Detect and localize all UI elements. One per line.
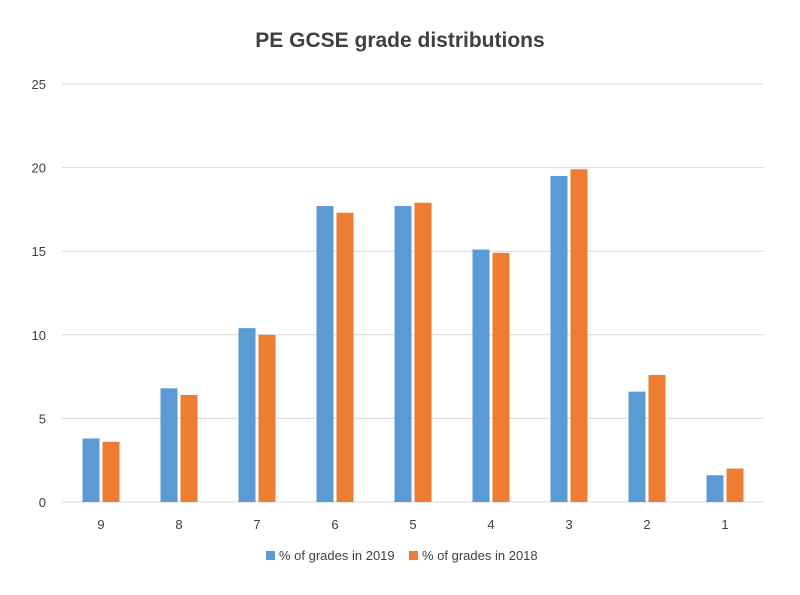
bar-series1-grade-6 — [316, 206, 334, 502]
legend-swatch — [409, 551, 418, 560]
bar-series1-grade-1 — [706, 475, 724, 502]
x-tick-label: 2 — [643, 517, 650, 532]
bar-series2-grade-6 — [336, 212, 354, 502]
bar-series2-grade-5 — [414, 202, 432, 502]
bar-series2-grade-1 — [726, 468, 744, 502]
bar-series1-grade-9 — [82, 438, 100, 502]
x-tick-label: 6 — [331, 517, 338, 532]
x-tick-label: 1 — [721, 517, 728, 532]
bar-series1-grade-8 — [160, 388, 178, 502]
y-tick-label: 15 — [32, 244, 46, 259]
gridlines — [62, 83, 764, 503]
legend: % of grades in 2019 % of grades in 2018 — [266, 548, 538, 563]
legend-label: % of grades in 2019 — [279, 548, 395, 563]
chart-title: PE GCSE grade distributions — [255, 29, 544, 52]
y-tick-label: 10 — [32, 328, 46, 343]
x-tick-label: 7 — [253, 517, 260, 532]
bar-series2-grade-4 — [492, 252, 510, 502]
x-tick-label: 8 — [175, 517, 182, 532]
y-tick-label: 25 — [32, 77, 46, 92]
bar-series1-grade-2 — [628, 391, 646, 502]
x-tick-label: 3 — [565, 517, 572, 532]
bar-series1-grade-3 — [550, 175, 568, 502]
bar-series2-grade-7 — [258, 334, 276, 502]
bar-series2-grade-8 — [180, 394, 198, 502]
bar-series1-grade-5 — [394, 206, 412, 502]
bar-series2-grade-9 — [102, 441, 120, 502]
y-tick-label: 20 — [32, 161, 46, 176]
y-axis-ticks: 0 5 10 15 20 25 — [32, 77, 46, 510]
legend-label: % of grades in 2018 — [422, 548, 538, 563]
bar-series1-grade-7 — [238, 328, 256, 502]
legend-swatch — [266, 551, 275, 560]
x-tick-label: 5 — [409, 517, 416, 532]
x-tick-label: 4 — [487, 517, 494, 532]
bar-series2-grade-2 — [648, 374, 666, 502]
bar-series1-grade-4 — [472, 249, 490, 502]
x-tick-label: 9 — [97, 517, 104, 532]
y-tick-label: 5 — [39, 411, 46, 426]
y-tick-label: 0 — [39, 495, 46, 510]
bars — [82, 169, 744, 502]
bar-series2-grade-3 — [570, 169, 588, 502]
x-axis-ticks: 9 8 7 6 5 4 3 2 1 — [97, 517, 728, 532]
